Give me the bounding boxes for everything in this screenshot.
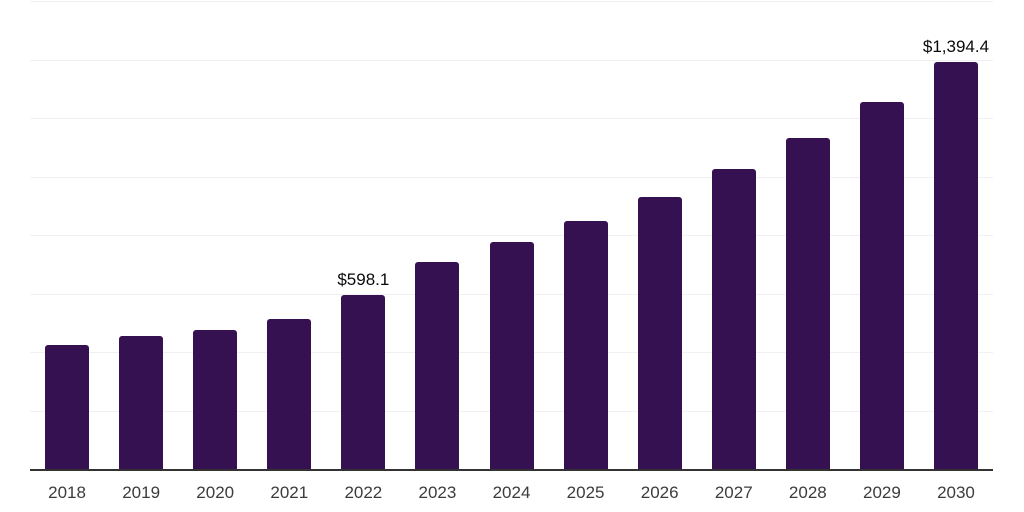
bar-2022 bbox=[341, 295, 386, 470]
bar-slot-2029 bbox=[845, 2, 919, 470]
gridline-800 bbox=[30, 235, 993, 236]
bar-2018 bbox=[45, 345, 90, 470]
gridline-1200 bbox=[30, 118, 993, 119]
bar-2028 bbox=[785, 137, 830, 470]
bar-2024 bbox=[489, 242, 534, 470]
bar-2023 bbox=[415, 261, 460, 470]
bar-2029 bbox=[859, 102, 904, 470]
bar-slot-2024 bbox=[474, 2, 548, 470]
x-tick-label: 2024 bbox=[492, 483, 531, 502]
bar-2026 bbox=[637, 196, 682, 470]
bar-value-label-2030: $1,394.4 bbox=[922, 37, 990, 57]
x-tick-label: 2030 bbox=[937, 483, 975, 502]
gridline-1600 bbox=[30, 1, 993, 2]
bar-value-label-2022: $598.1 bbox=[337, 270, 390, 290]
bar-slot-2021 bbox=[252, 2, 326, 470]
bar-2027 bbox=[711, 168, 756, 470]
bar-2025 bbox=[563, 221, 608, 470]
bar-slot-2022: $598.1 bbox=[326, 2, 400, 470]
x-tick-label: 2020 bbox=[196, 483, 235, 502]
bar-slot-2030: $1,394.4 bbox=[919, 2, 993, 470]
bars-row: $598.1 $1,394.4 bbox=[30, 2, 993, 470]
x-tick-label: 2027 bbox=[714, 483, 753, 502]
bar-2030 bbox=[933, 62, 978, 470]
x-tick-label: 2028 bbox=[788, 483, 827, 502]
bar-2019 bbox=[119, 335, 164, 470]
x-tick-label: 2019 bbox=[122, 483, 161, 502]
gridline-1400 bbox=[30, 59, 993, 61]
x-tick-label: 2022 bbox=[344, 483, 383, 502]
bar-2020 bbox=[193, 330, 238, 470]
bar-slot-2028 bbox=[771, 2, 845, 470]
x-tick-label: 2026 bbox=[640, 483, 679, 502]
x-tick-label: 2018 bbox=[48, 483, 86, 502]
bar-slot-2026 bbox=[623, 2, 697, 470]
x-axis-line bbox=[30, 469, 993, 471]
bar-slot-2023 bbox=[400, 2, 474, 470]
bar-slot-2020 bbox=[178, 2, 252, 470]
bar-2021 bbox=[267, 319, 312, 470]
bar-slot-2018 bbox=[30, 2, 104, 470]
x-tick-label: 2025 bbox=[566, 483, 605, 502]
x-tick-label: 2029 bbox=[862, 483, 901, 502]
bar-slot-2025 bbox=[549, 2, 623, 470]
gridline-1000 bbox=[30, 176, 993, 178]
x-tick-label: 2023 bbox=[418, 483, 457, 502]
bar-slot-2019 bbox=[104, 2, 178, 470]
bar-slot-2027 bbox=[697, 2, 771, 470]
plot-area: $598.1 $1,394.4 bbox=[30, 1, 993, 470]
x-axis-tick-labels: 2018 2019 2020 2021 2022 2023 2024 2025 … bbox=[30, 483, 993, 503]
x-tick-label: 2021 bbox=[270, 483, 309, 502]
